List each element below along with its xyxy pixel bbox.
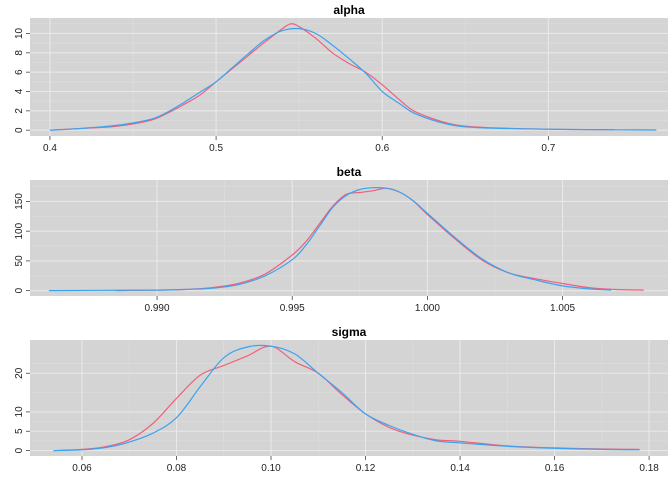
x-tick-label: 0.5 bbox=[209, 143, 223, 154]
y-tick-label: 8 bbox=[14, 50, 25, 56]
x-tick-label: 0.14 bbox=[450, 463, 470, 474]
y-tick-label: 20 bbox=[14, 367, 25, 379]
density-curve-chain-1 bbox=[116, 187, 644, 292]
x-tick-label: 0.16 bbox=[545, 463, 565, 474]
panel-background bbox=[30, 340, 668, 456]
y-tick-label: 0 bbox=[14, 287, 25, 293]
density-curve-chain-1 bbox=[53, 345, 640, 452]
x-tick-label: 0.06 bbox=[72, 463, 92, 474]
y-tick-label: 5 bbox=[14, 428, 25, 434]
y-tick-label: 10 bbox=[14, 27, 25, 39]
x-tick-label: 0.18 bbox=[639, 463, 659, 474]
x-tick-label: 0.6 bbox=[375, 143, 389, 154]
panel-background bbox=[30, 18, 668, 136]
density-curve-chain-1 bbox=[49, 23, 615, 131]
x-tick-label: 0.7 bbox=[541, 143, 555, 154]
x-tick-label: 0.990 bbox=[145, 303, 170, 314]
y-tick-label: 6 bbox=[14, 69, 25, 75]
y-tick-label: 10 bbox=[14, 406, 25, 418]
density-curve-chain-2 bbox=[53, 344, 640, 452]
panel-title: beta bbox=[337, 165, 362, 179]
density-curve-chain-2 bbox=[49, 27, 657, 131]
x-tick-label: 1.005 bbox=[550, 303, 575, 314]
panel-alpha: alpha 0.4 0.5 0.6 0.7 0 2 4 6 8 10 bbox=[14, 3, 668, 154]
panel-background bbox=[30, 180, 668, 296]
x-tick-label: 0.4 bbox=[43, 143, 57, 154]
x-tick-label: 0.10 bbox=[261, 463, 281, 474]
y-tick-label: 4 bbox=[14, 88, 25, 94]
y-tick-label: 50 bbox=[14, 255, 25, 267]
y-tick-label: 2 bbox=[14, 108, 25, 114]
y-tick-label: 100 bbox=[14, 222, 25, 239]
y-tick-label: 0 bbox=[14, 127, 25, 133]
y-tick-label: 150 bbox=[14, 193, 25, 210]
panel-title: alpha bbox=[333, 3, 365, 17]
y-tick-label: 0 bbox=[14, 447, 25, 453]
x-tick-label: 0.12 bbox=[356, 463, 376, 474]
x-tick-label: 0.08 bbox=[167, 463, 187, 474]
x-tick-label: 1.000 bbox=[415, 303, 440, 314]
panel-title: sigma bbox=[332, 325, 367, 339]
panel-beta: beta 0.990 0.995 1.000 1.005 0 50 100 150 bbox=[14, 165, 668, 314]
x-tick-label: 0.995 bbox=[280, 303, 305, 314]
density-curve-chain-2 bbox=[48, 186, 612, 292]
panel-sigma: sigma 0.06 0.08 0.10 0.12 0.14 0.16 0.18 0 5 10 20 bbox=[14, 325, 668, 474]
